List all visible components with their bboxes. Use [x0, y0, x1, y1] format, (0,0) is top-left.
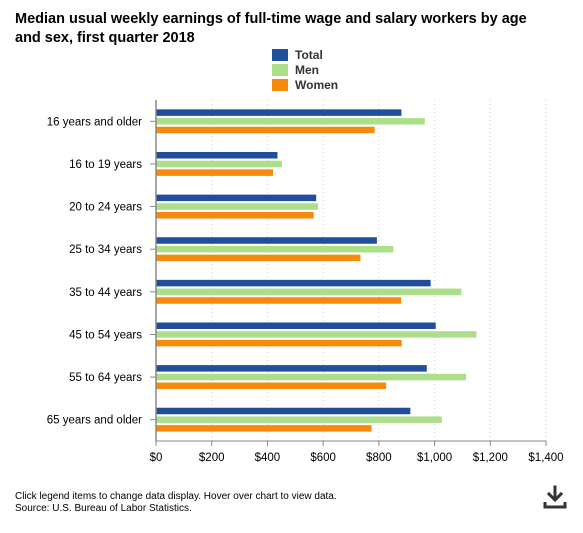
bar-men[interactable]: [156, 416, 442, 423]
legend-item-women[interactable]: Women: [272, 77, 338, 92]
bar-women[interactable]: [156, 297, 402, 304]
bar-men[interactable]: [156, 160, 282, 168]
bar-total[interactable]: [156, 194, 317, 202]
legend-label-men: Men: [295, 62, 319, 77]
bar-men[interactable]: [156, 245, 394, 253]
bar-women[interactable]: [156, 425, 372, 432]
category-label: 25 to 34 years: [69, 244, 142, 256]
bar-men[interactable]: [156, 203, 319, 210]
bar-men[interactable]: [156, 373, 467, 381]
legend-swatch-total: [272, 48, 288, 61]
bar-men[interactable]: [156, 288, 462, 296]
legend-label-women: Women: [295, 77, 339, 92]
bar-women[interactable]: [156, 339, 402, 347]
x-tick-label: $1,000: [417, 452, 452, 464]
legend-swatch-women: [272, 78, 288, 91]
x-tick-label: $1,200: [473, 452, 508, 464]
footer-note: Click legend items to change data displa…: [15, 491, 337, 502]
x-tick-label: $0: [150, 452, 163, 464]
download-button[interactable]: [543, 485, 567, 509]
category-label: 20 to 24 years: [69, 202, 142, 214]
download-icon: [543, 485, 567, 509]
bar-chart[interactable]: 16 years and older 16 to 19 years 20 to 24…: [0, 0, 583, 480]
x-tick-label: $1,400: [528, 452, 563, 464]
bar-men[interactable]: [156, 118, 425, 125]
bar-total[interactable]: [156, 109, 402, 116]
bar-women[interactable]: [156, 382, 387, 390]
x-tick-label: $400: [255, 452, 281, 464]
category-label: 65 years and older: [47, 415, 142, 427]
bar-women[interactable]: [156, 169, 273, 176]
legend: Total Men Women: [272, 47, 338, 92]
category-label: 55 to 64 years: [69, 372, 142, 384]
x-tick-label: $800: [366, 452, 392, 464]
chart-title: Median usual weekly earnings of full-tim…: [15, 11, 527, 46]
bar-total[interactable]: [156, 151, 278, 159]
bar-women[interactable]: [156, 212, 314, 219]
legend-item-men[interactable]: Men: [272, 62, 338, 77]
bar-total[interactable]: [156, 365, 427, 372]
bar-total[interactable]: [156, 237, 377, 244]
bar-women[interactable]: [156, 254, 361, 262]
legend-item-total[interactable]: Total: [272, 47, 338, 62]
x-tick-label: $600: [310, 452, 336, 464]
bar-total[interactable]: [156, 279, 431, 287]
category-label: 45 to 54 years: [69, 329, 142, 341]
legend-label-total: Total: [295, 47, 323, 62]
category-label: 16 years and older: [47, 116, 142, 128]
category-label: 35 to 44 years: [69, 287, 142, 299]
bar-women[interactable]: [156, 126, 375, 134]
legend-swatch-men: [272, 63, 288, 76]
chart-footer: Click legend items to change data displa…: [15, 491, 337, 515]
category-label: 16 to 19 years: [69, 159, 142, 171]
bar-men[interactable]: [156, 331, 477, 338]
bar-total[interactable]: [156, 322, 436, 329]
bar-total[interactable]: [156, 407, 411, 415]
footer-source: Source: U.S. Bureau of Labor Statistics.: [15, 503, 192, 514]
x-tick-label: $200: [199, 452, 225, 464]
